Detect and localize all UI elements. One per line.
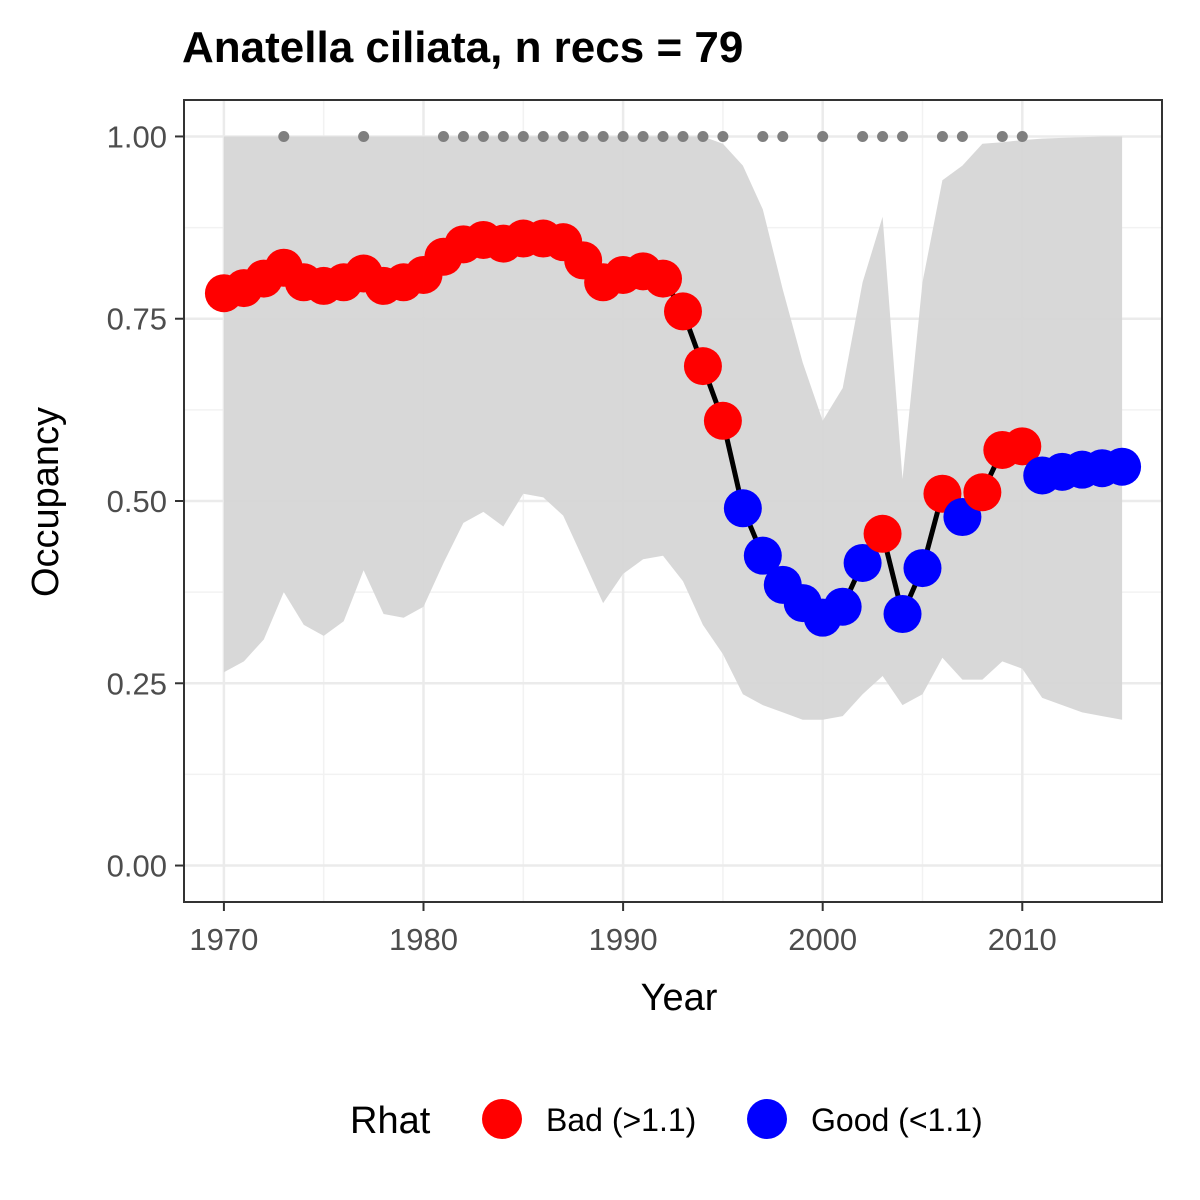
x-tick-label: 1970 [189,922,258,957]
plot-panel [183,99,1163,903]
record-dot [936,130,948,142]
data-point [1003,427,1042,466]
legend-label-good: Good (<1.1) [811,1102,983,1138]
data-point [863,514,902,553]
x-tick-label: 1980 [389,922,458,957]
legend-label-bad: Bad (>1.1) [546,1102,696,1138]
record-dot [537,130,549,142]
y-tick-label: 1.00 [107,119,167,154]
record-dot [677,130,689,142]
y-axis: 0.00 0.25 0.50 0.75 1.00 [107,119,184,884]
y-axis-label: Occupancy [25,407,67,597]
legend-key-bad [482,1099,522,1139]
record-dots [278,130,1028,142]
record-dot [358,130,370,142]
record-dot [996,130,1008,142]
data-point [644,259,683,298]
record-dot [717,130,729,142]
record-dot [657,130,669,142]
record-dot [617,130,629,142]
record-dot [877,130,889,142]
record-dot [897,130,909,142]
record-dot [577,130,589,142]
y-tick-label: 0.25 [107,666,167,701]
record-dot [777,130,789,142]
record-dot [697,130,709,142]
y-tick-label: 0.75 [107,302,167,337]
occupancy-points [204,219,1142,637]
record-dot [857,130,869,142]
legend-title: Rhat [350,1100,431,1142]
x-axis: 1970 1980 1990 2000 2010 [189,902,1057,957]
legend: Rhat Bad (>1.1) Good (<1.1) [350,1099,983,1142]
record-dot [457,130,469,142]
chart-title: Anatella ciliata, n recs = 79 [182,23,743,72]
record-dot [817,130,829,142]
data-point [903,549,942,588]
y-tick-label: 0.00 [107,849,167,884]
legend-key-good [747,1099,787,1139]
record-dot [437,130,449,142]
y-tick-label: 0.50 [107,484,167,519]
data-point [743,536,782,575]
x-tick-label: 2000 [788,922,857,957]
record-dot [517,130,529,142]
data-point [723,489,762,528]
data-point [703,401,742,440]
credible-interval-ribbon [223,136,1123,720]
record-dot [1016,130,1028,142]
data-point [663,292,702,331]
record-dot [956,130,968,142]
record-dot [557,130,569,142]
data-point [963,473,1002,512]
data-point [823,587,862,626]
record-dot [278,130,290,142]
record-dot [477,130,489,142]
x-tick-label: 1990 [589,922,658,957]
x-tick-label: 2010 [988,922,1057,957]
data-point [843,543,882,582]
x-axis-label: Year [641,977,718,1019]
record-dot [757,130,769,142]
data-point [683,347,722,386]
record-dot [597,130,609,142]
record-dot [637,130,649,142]
data-point [1103,447,1142,486]
data-point [883,595,922,634]
record-dot [497,130,509,142]
